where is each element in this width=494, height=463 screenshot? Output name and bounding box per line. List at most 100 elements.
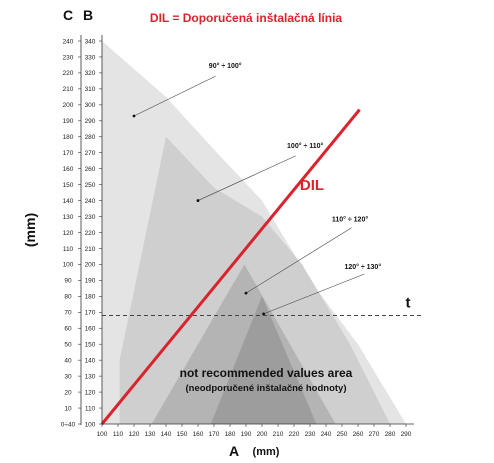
b-tick-label: 320 xyxy=(85,70,96,77)
x-tick-label: 280 xyxy=(385,431,396,438)
axes-layer: 100 110 120 130 140 150 160 170 180 190 200 210 220 2… xyxy=(61,35,414,438)
b-tick-label: 140 xyxy=(85,357,96,364)
c-tick-label: 170 xyxy=(63,150,74,157)
b-tick-label: 260 xyxy=(85,166,96,173)
c-tick-label: 160 xyxy=(63,166,74,173)
annotation-dot-3 xyxy=(244,291,248,295)
x-tick-label: 230 xyxy=(305,431,316,438)
b-tick-label: 340 xyxy=(85,38,96,45)
x-tick-label: 250 xyxy=(337,431,348,438)
dil-line xyxy=(100,108,361,425)
b-tick-label: 100 xyxy=(85,421,96,428)
annotation-leader-1 xyxy=(133,75,216,117)
region-4 xyxy=(210,296,317,424)
x-unit-label: (mm) xyxy=(253,446,280,458)
c-tick-label: 210 xyxy=(63,86,74,93)
b-axis-letter: B xyxy=(83,7,93,23)
b-tick-label: 300 xyxy=(85,102,96,109)
x-axis-letter: A xyxy=(229,443,239,459)
x-tick-label: 120 xyxy=(129,431,140,438)
x-tick-label: 160 xyxy=(193,431,204,438)
c-tick-label: 110 xyxy=(63,246,74,253)
b-tick-label: 190 xyxy=(85,278,96,285)
b-tick-label: 200 xyxy=(85,262,96,269)
x-tick-label: 170 xyxy=(209,431,220,438)
x-tick-label: 130 xyxy=(145,431,156,438)
area-note-line1: not recommended values area xyxy=(180,366,353,380)
b-tick-label: 120 xyxy=(85,389,96,396)
x-tick-label: 100 xyxy=(97,431,108,438)
b-tick-label: 160 xyxy=(85,326,96,333)
b-tick-label: 210 xyxy=(85,246,96,253)
dil-line-label: DIL xyxy=(300,177,324,194)
c-axis-letter: C xyxy=(63,7,73,23)
x-tick-label: 140 xyxy=(161,431,172,438)
annotation-label-2: 100° ÷ 110° xyxy=(287,142,324,150)
b-tick-label: 240 xyxy=(85,198,96,205)
c-tick-label: 20 xyxy=(64,389,72,396)
lines-layer xyxy=(100,75,422,425)
b-tick-label: 280 xyxy=(85,134,96,141)
x-tick-label: 190 xyxy=(241,431,252,438)
x-tick-label: 150 xyxy=(177,431,188,438)
b-tick-label: 110 xyxy=(85,405,96,412)
b-tick-label: 270 xyxy=(85,150,96,157)
x-tick-label: 220 xyxy=(289,431,300,438)
b-tick-label: 170 xyxy=(85,310,96,317)
regions-layer xyxy=(102,41,406,425)
c-tick-label: 230 xyxy=(63,54,74,61)
annotation-dot-4 xyxy=(262,312,265,316)
labels-layer: DIL = Doporučená inštalačná línia C B (m… xyxy=(22,7,411,459)
c-tick-label: 30 xyxy=(64,373,72,380)
c-tick-label: 120 xyxy=(63,230,74,237)
c-tick-label: 130 xyxy=(63,214,74,221)
c-tick-label: 190 xyxy=(63,118,74,125)
annotation-leader-3 xyxy=(245,227,352,294)
c-tick-label: 150 xyxy=(63,182,74,189)
x-tick-label: 110 xyxy=(113,431,124,438)
annotation-dot-2 xyxy=(196,199,200,202)
c-tick-label: 220 xyxy=(63,70,74,77)
region-2 xyxy=(119,136,390,425)
annotation-label-4: 120° ÷ 130° xyxy=(344,263,381,271)
annotation-label-1: 90° ÷ 100° xyxy=(209,62,242,70)
c-tick-label: 200 xyxy=(63,102,74,109)
b-tick-label: 220 xyxy=(85,230,96,237)
b-tick-label: 310 xyxy=(85,86,96,93)
b-tick-label: 230 xyxy=(85,214,96,221)
b-tick-label: 290 xyxy=(85,118,96,125)
b-tick-label: 330 xyxy=(85,54,96,61)
x-tick-label: 200 xyxy=(257,431,268,438)
c-tick-label: 180 xyxy=(63,134,74,141)
x-tick-label: 260 xyxy=(353,431,364,438)
c-tick-label: 10 xyxy=(64,405,72,412)
annotation-leader-2 xyxy=(197,155,296,201)
c-tick-label: 40 xyxy=(64,357,72,364)
c-tick-label: 100 xyxy=(63,262,74,269)
area-note-line2: (neodporučené inštalačné hodnoty) xyxy=(186,383,347,394)
x-tick-label: 210 xyxy=(273,431,284,438)
c-tick-label: 0÷40 xyxy=(61,421,76,428)
c-tick-label: 60 xyxy=(64,326,72,333)
b-tick-label: 250 xyxy=(85,182,96,189)
c-tick-label: 140 xyxy=(63,198,74,205)
c-tick-label: 70 xyxy=(64,310,72,317)
c-tick-label: 50 xyxy=(64,342,72,349)
annotation-label-3: 110° ÷ 120° xyxy=(332,215,369,223)
b-tick-label: 130 xyxy=(85,373,96,380)
annotation-leader-4 xyxy=(263,273,365,315)
b-tick-label: 180 xyxy=(85,294,96,301)
annotation-dot-1 xyxy=(132,114,136,118)
b-tick-label: 150 xyxy=(85,342,96,349)
c-tick-label: 80 xyxy=(64,294,72,301)
c-tick-label: 90 xyxy=(64,278,72,285)
x-tick-label: 180 xyxy=(225,431,236,438)
c-tick-label: 240 xyxy=(63,38,74,45)
y-unit-label: (mm) xyxy=(22,213,38,247)
x-tick-label: 290 xyxy=(401,431,412,438)
t-line-label: t xyxy=(406,294,411,311)
chart-title: DIL = Doporučená inštalačná línia xyxy=(150,11,342,25)
x-tick-label: 270 xyxy=(369,431,380,438)
x-tick-label: 240 xyxy=(321,431,332,438)
